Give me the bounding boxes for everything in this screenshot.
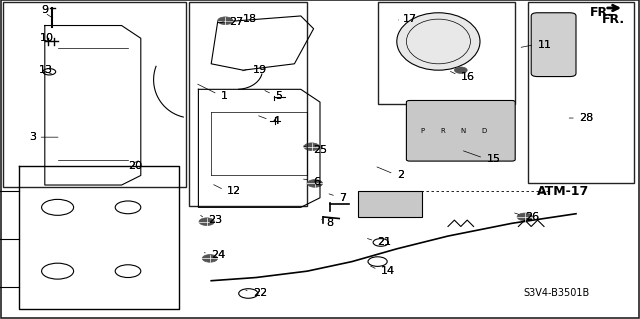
Text: D: D [481,128,486,134]
Text: 24: 24 [211,250,225,260]
Text: 20: 20 [128,161,142,171]
Text: 12: 12 [227,186,241,197]
Text: 15: 15 [486,154,500,165]
Text: 16: 16 [461,71,475,82]
Text: S3V4-B3501B: S3V4-B3501B [524,288,590,299]
Circle shape [517,213,532,221]
Text: 23: 23 [208,215,222,225]
Text: 10: 10 [40,33,54,43]
Text: 17: 17 [403,14,417,24]
FancyBboxPatch shape [406,100,515,161]
Circle shape [304,143,319,151]
Text: 22: 22 [253,288,267,299]
Text: 24: 24 [211,250,225,260]
Text: 3: 3 [29,132,36,142]
Text: 9: 9 [42,4,49,15]
Text: 25: 25 [314,145,328,155]
Text: FR.: FR. [590,6,613,19]
Text: 17: 17 [403,14,417,24]
Text: ATM-17: ATM-17 [537,185,589,198]
Bar [378,2,515,104]
Circle shape [202,255,218,262]
Text: 25: 25 [314,145,328,155]
Text: 27: 27 [229,17,243,27]
Text: 20: 20 [128,161,142,171]
Text: 16: 16 [461,71,475,82]
Text: 27: 27 [229,17,243,27]
Text: 26: 26 [525,212,539,222]
Text: 1: 1 [221,91,228,101]
Text: 28: 28 [579,113,593,123]
Text: 2: 2 [397,170,404,181]
Text: 13: 13 [38,65,52,75]
Text: 4: 4 [272,116,279,126]
Text: 15: 15 [486,154,500,165]
Bar [189,2,307,206]
Text: 7: 7 [339,193,346,203]
Circle shape [218,17,233,25]
Text: 6: 6 [314,177,321,187]
Text: 21: 21 [378,237,392,248]
Text: 23: 23 [208,215,222,225]
Text: 14: 14 [381,266,395,276]
Text: 14: 14 [381,266,395,276]
Text: 2: 2 [397,170,404,181]
Text: 8: 8 [326,218,333,228]
Text: 10: 10 [40,33,54,43]
Text: 6: 6 [314,177,321,187]
Text: 9: 9 [42,4,49,15]
Text: FR.: FR. [602,13,625,26]
Circle shape [454,67,467,73]
Text: 18: 18 [243,14,257,24]
Bar [3,2,186,187]
Text: P: P [420,128,424,134]
Bar [528,2,634,183]
Text: 19: 19 [253,65,267,75]
Text: 28: 28 [579,113,593,123]
Text: 1: 1 [221,91,228,101]
Text: 11: 11 [538,40,552,50]
Text: 5: 5 [275,91,282,101]
Text: 3: 3 [29,132,36,142]
Text: 5: 5 [275,91,282,101]
Circle shape [307,180,323,187]
Text: 8: 8 [326,218,333,228]
Text: 26: 26 [525,212,539,222]
Text: N: N [461,128,466,134]
Text: R: R [440,128,445,134]
Text: 19: 19 [253,65,267,75]
Text: 13: 13 [38,65,52,75]
Text: 18: 18 [243,14,257,24]
Text: 22: 22 [253,288,267,299]
Text: 4: 4 [272,116,279,126]
FancyBboxPatch shape [531,13,576,77]
Circle shape [199,218,214,226]
Ellipse shape [397,13,480,70]
Text: 7: 7 [339,193,346,203]
Text: 11: 11 [538,40,552,50]
Text: 12: 12 [227,186,241,197]
Text: 21: 21 [378,237,392,248]
Bar [358,191,422,217]
